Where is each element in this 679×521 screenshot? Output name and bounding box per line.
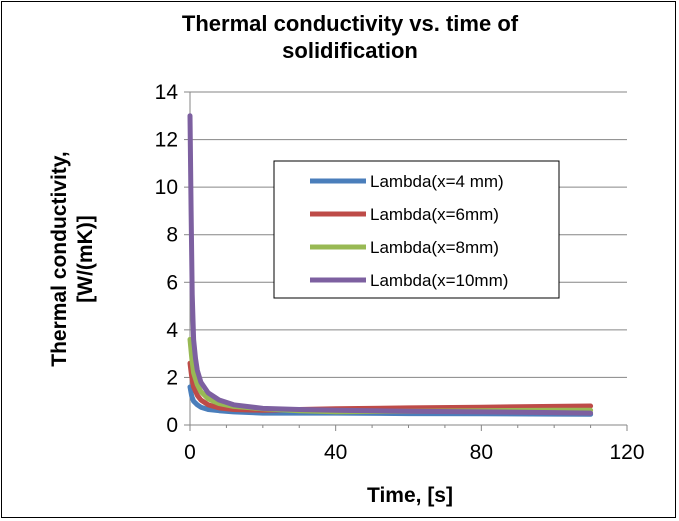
series-line-2: [187, 360, 594, 413]
y-tick-label: 4: [166, 319, 178, 342]
x-axis-title: Time, [s]: [367, 484, 453, 507]
y-axis-title-line2: [W/(mK)]: [74, 215, 97, 302]
y-axis-title-line1: Thermal conductivity,: [48, 151, 71, 367]
y-tick-label: 12: [155, 129, 178, 152]
y-tick-label: 0: [166, 414, 178, 437]
chart-title-line2: solidification: [282, 38, 418, 63]
legend-label: Lambda(x=8mm): [370, 238, 499, 257]
series-line-3: [187, 336, 594, 415]
x-tick-label: 0: [184, 441, 196, 464]
legend: Lambda(x=4 mm) Lambda(x=6mm) Lambda(x=8mm)…: [273, 160, 560, 299]
x-tick-label: 120: [609, 441, 644, 464]
y-tick-label: 6: [166, 271, 178, 294]
legend-label: Lambda(x=6mm): [370, 205, 499, 224]
y-tick-label: 2: [166, 366, 178, 389]
x-tick-labels: 0 40 80 120: [184, 441, 644, 464]
legend-label: Lambda(x=10mm): [370, 271, 508, 290]
x-tick-label: 80: [470, 441, 493, 464]
legend-label: Lambda(x=4 mm): [370, 172, 504, 191]
chart-title-line1: Thermal conductivity vs. time of: [182, 11, 519, 36]
legend-box: [273, 160, 560, 299]
series-line-4: [187, 113, 594, 416]
series-lines: [187, 113, 594, 417]
y-tick-label: 8: [166, 224, 178, 247]
y-tick-labels: 0 2 4 6 8 10 12 14: [155, 81, 179, 437]
y-tick-label: 14: [155, 81, 179, 104]
x-tick-label: 40: [324, 441, 347, 464]
y-tick-label: 10: [155, 176, 178, 199]
